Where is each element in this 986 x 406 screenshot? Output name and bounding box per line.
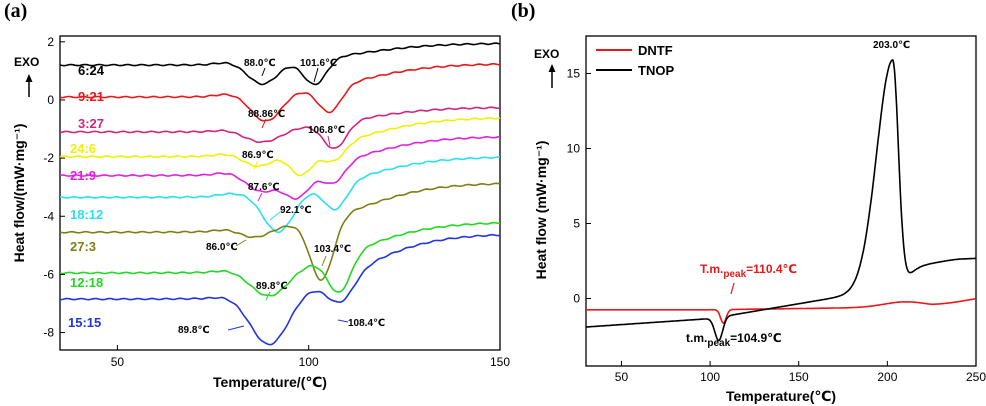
panel-a-frame	[59, 35, 501, 351]
panel-b-exo-label: EXO	[534, 47, 559, 61]
series-label-6-24: 6:24	[78, 63, 105, 78]
annotation-88-0-arrow	[261, 67, 266, 77]
panel-a-series	[59, 42, 501, 346]
series-label-24-6: 24:6	[70, 141, 96, 156]
panel-b-x-tick-label-150: 150	[789, 370, 809, 384]
series-line-21-9	[59, 135, 501, 201]
panel-a-label: (a)	[4, 0, 27, 22]
series-label-15-15: 15:15	[68, 315, 101, 330]
panel-a-y-tick-label-2: 2	[47, 35, 54, 49]
annotation-86-0: 86.0℃	[206, 242, 238, 253]
annotation-106-8: 106.8℃	[308, 125, 345, 136]
panel-a-exo-arrow-head	[25, 74, 33, 82]
annotation-86-0-arrow	[235, 239, 247, 247]
series-label-18-12: 18:12	[70, 207, 103, 222]
panel-a-x-tick-label-100: 100	[299, 355, 319, 369]
series-line-15-15	[59, 233, 501, 346]
legend-label-tnop: TNOP	[638, 63, 674, 78]
dntf-melt-value: =110.4℃	[746, 262, 797, 276]
legend-label-dntf: DNTF	[638, 43, 673, 58]
annotation-88-0: 88.0℃	[244, 58, 276, 69]
tnop-melt-sub: peak	[707, 338, 730, 349]
panel-b-exo-arrow-head	[548, 64, 556, 72]
panel-a-exo-label: EXO	[14, 55, 39, 69]
annotation-108-4-arrow	[337, 319, 349, 323]
panel-a-y-axis-title: Heat flow/(mW·mg⁻¹)	[11, 124, 27, 263]
annotation-88-86: 88.86℃	[248, 109, 285, 120]
annotation-86-9-arrow	[253, 160, 259, 170]
panel-a-x-axis-title: Temperature/(℃)	[213, 374, 327, 390]
panel-b-x-axis-title: Temperature(℃)	[726, 388, 836, 404]
series-line-6-24	[59, 42, 501, 86]
panel-a-x-tick-label-50: 50	[111, 355, 125, 369]
series-line-dntf	[586, 297, 977, 325]
annotation-108-4: 108.4℃	[348, 318, 385, 329]
panel-b-y-tick-label-15: 15	[567, 67, 581, 81]
panel-a: (a) 50 100 150 2 0 -2 -4 -6 -8 Temperature/(℃) H…	[4, 0, 510, 390]
annotation-dntf-melt: T.m.peak=110.4℃	[700, 262, 797, 280]
annotation-101-6-arrow	[313, 67, 319, 83]
series-line-27-3	[59, 182, 501, 282]
series-label-21-9: 21:9	[70, 168, 96, 183]
series-line-tnop	[586, 59, 976, 342]
series-label-3-27: 3:27	[78, 116, 104, 131]
annotation-103-4: 103.4℃	[314, 244, 351, 255]
series-line-12-18	[59, 221, 501, 297]
annotation-tnop-melt: t.m.peak=104.9℃	[686, 331, 782, 349]
annotation-92-1: 92.1℃	[280, 205, 312, 216]
tnop-melt-value: =104.9℃	[730, 331, 782, 345]
series-label-9-21: 9:21	[78, 89, 104, 104]
panel-a-y-tick-label-2: -2	[43, 151, 54, 165]
annotation-106-8-arrow	[327, 135, 331, 147]
series-label-27-3: 27:3	[70, 239, 96, 254]
annotation-103-4-arrow	[321, 255, 327, 267]
annotation-87-6-arrow	[257, 192, 263, 202]
tnop-melt-prefix: t.m.	[686, 331, 707, 345]
annotation-87-6: 87.6℃	[248, 182, 280, 193]
annotation-89-8-green-arrow	[265, 291, 271, 301]
panel-b-frame	[585, 35, 977, 367]
panel-a-y-tick-label-0: 0	[47, 93, 54, 107]
panel-a-y-tick-label-6: -6	[43, 267, 54, 281]
panel-b-x-tick-label-100: 100	[700, 370, 720, 384]
panel-a-y-tick-label-4: -4	[43, 209, 54, 223]
annotation-86-9: 86.9℃	[242, 150, 274, 161]
annotation-92-1-arrow	[269, 211, 281, 221]
panel-b-series	[586, 59, 977, 342]
panel-b-y-tick-label-10: 10	[567, 142, 581, 156]
panel-b-label: (b)	[511, 0, 535, 22]
panel-a-y-tick-label-8: -8	[43, 326, 54, 340]
series-line-18-12	[59, 156, 501, 234]
annotation-89-8-blue-arrow	[227, 325, 245, 331]
panel-b-x-tick-label-200: 200	[877, 370, 897, 384]
panel-b-y-axis-title: Heat flow (mW·mg⁻¹)	[533, 141, 549, 280]
series-label-12-18: 12:18	[70, 275, 103, 290]
panel-b-y-tick-label-0: 0	[573, 292, 580, 306]
panel-a-x-tick-label-150: 150	[490, 355, 510, 369]
series-line-24-6	[59, 116, 501, 177]
annotation-89-8-green: 89.8℃	[256, 281, 288, 292]
panel-a-ticks: 50 100 150 2 0 -2 -4 -6 -8	[43, 35, 510, 369]
series-line-9-21	[59, 63, 501, 122]
dntf-melt-sub: peak	[723, 269, 746, 280]
annotation-88-86-arrow	[261, 118, 267, 129]
panel-b-y-tick-label-5: 5	[573, 217, 580, 231]
annotation-89-8-blue: 89.8℃	[178, 325, 210, 336]
series-line-3-27	[59, 106, 501, 149]
panel-b-x-tick-label-250: 250	[966, 370, 986, 384]
dntf-melt-prefix: T.m.	[700, 262, 723, 276]
panel-b-x-tick-label-50: 50	[615, 370, 629, 384]
annotation-101-6: 101.6℃	[300, 58, 337, 69]
annotation-tnop-peak: 203.0℃	[873, 40, 910, 51]
annotation-dntf-melt-arrow	[730, 282, 735, 295]
